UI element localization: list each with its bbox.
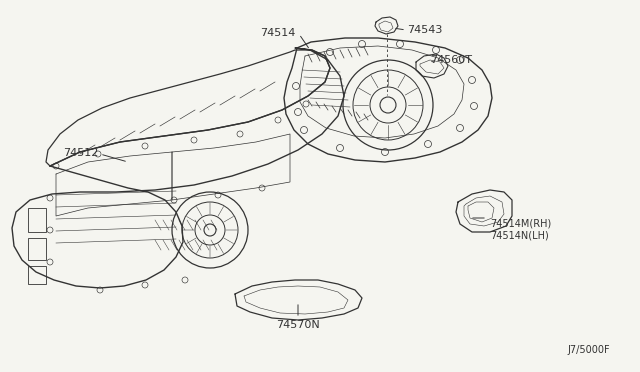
Text: 74514: 74514 (260, 28, 295, 38)
Bar (28, 238, 46, 260)
Text: J7/5000F: J7/5000F (568, 345, 610, 355)
Text: 74514N(LH): 74514N(LH) (490, 230, 548, 240)
Bar (28, 266, 46, 284)
Text: 74570N: 74570N (276, 320, 320, 330)
Text: 74514M(RH): 74514M(RH) (490, 218, 551, 228)
Text: 74560T: 74560T (430, 55, 472, 65)
Bar (28, 208, 46, 232)
Text: 74512: 74512 (63, 148, 98, 158)
Text: 74543: 74543 (407, 25, 442, 35)
